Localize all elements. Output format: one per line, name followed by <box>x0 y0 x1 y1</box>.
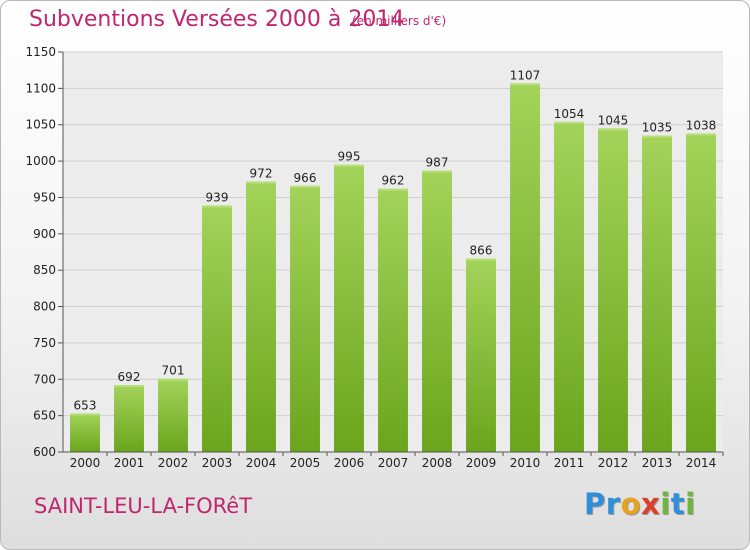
x-tick-label: 2005 <box>290 456 321 470</box>
y-tick-label: 900 <box>33 227 56 241</box>
bar-2003 <box>202 205 232 452</box>
place-name: SAINT-LEU-LA-FORêT <box>34 494 253 518</box>
y-axis: 600 650 700 750 800 850 900 950 1000 1050 1100 1150 <box>25 45 64 459</box>
logo-letter: t <box>670 487 686 521</box>
bar-2010 <box>510 83 540 452</box>
y-tick-label: 1150 <box>25 45 56 59</box>
x-tick-label: 2010 <box>510 456 541 470</box>
bar-2004 <box>246 181 276 453</box>
bar-2001 <box>114 385 144 452</box>
proxiti-logo[interactable]: Proxiti <box>584 487 696 521</box>
logo-letter: r <box>605 487 621 521</box>
x-tick-label: 2006 <box>334 456 365 470</box>
bar-value-label: 692 <box>118 370 141 384</box>
bar-2012 <box>598 128 628 452</box>
bar-value-label: 866 <box>470 244 493 258</box>
y-tick-label: 750 <box>33 336 56 350</box>
bar-highlight <box>334 164 364 167</box>
bar-value-label: 1035 <box>642 121 673 135</box>
bar-highlight <box>290 185 320 188</box>
logo-letter: i <box>660 487 671 521</box>
bar-value-label: 962 <box>382 174 405 188</box>
x-tick-label: 2008 <box>422 456 453 470</box>
x-tick-label: 2012 <box>598 456 629 470</box>
bar-highlight <box>422 170 452 173</box>
bar-highlight <box>642 135 672 138</box>
bar-2005 <box>290 185 320 452</box>
y-tick-label: 950 <box>33 190 56 204</box>
bar-highlight <box>598 128 628 131</box>
bar-value-label: 1054 <box>554 107 585 121</box>
bar-highlight <box>70 413 100 416</box>
logo-letter: o <box>620 487 642 521</box>
bar-2006 <box>334 164 364 452</box>
bar-2011 <box>554 121 584 453</box>
bar-value-label: 1038 <box>686 118 717 132</box>
bar-2000 <box>70 413 100 452</box>
bar-value-label: 987 <box>426 156 449 170</box>
bar-value-label: 653 <box>74 398 97 412</box>
y-tick-label: 1050 <box>25 118 56 132</box>
logo-letter: x <box>641 487 661 521</box>
x-tick-label: 2013 <box>642 456 673 470</box>
bar-value-label: 966 <box>294 171 317 185</box>
x-tick-label: 2003 <box>202 456 233 470</box>
x-tick-label: 2002 <box>158 456 189 470</box>
bar-value-label: 972 <box>250 166 273 180</box>
bar-highlight <box>510 83 540 86</box>
bar-2013 <box>642 135 672 453</box>
bar-highlight <box>378 188 408 191</box>
bar-value-label: 1045 <box>598 113 629 127</box>
x-tick-label: 2009 <box>466 456 497 470</box>
chart-title: Subventions Versées 2000 à 2014 <box>29 7 405 32</box>
bar-highlight <box>554 121 584 124</box>
y-tick-label: 1100 <box>25 81 56 95</box>
bar-value-label: 939 <box>206 190 229 204</box>
bar-value-label: 701 <box>162 364 185 378</box>
bar-2009 <box>466 258 496 452</box>
bar-2008 <box>422 170 452 452</box>
logo-letter: P <box>584 487 606 521</box>
bar-highlight <box>158 378 188 381</box>
x-tick-label: 2014 <box>686 456 717 470</box>
bar-2007 <box>378 188 408 452</box>
bar-2002 <box>158 378 188 452</box>
x-tick-label: 2000 <box>70 456 101 470</box>
x-tick-label: 2004 <box>246 456 277 470</box>
x-tick-label: 2001 <box>114 456 145 470</box>
y-tick-label: 700 <box>33 372 56 386</box>
logo-letter: i <box>685 487 696 521</box>
bar-highlight <box>202 205 232 208</box>
x-tick-label: 2011 <box>554 456 585 470</box>
y-tick-label: 650 <box>33 409 56 423</box>
bar-2014 <box>686 133 716 453</box>
y-tick-label: 800 <box>33 300 56 314</box>
x-tick-label: 2007 <box>378 456 409 470</box>
y-tick-label: 850 <box>33 263 56 277</box>
bar-highlight <box>466 258 496 261</box>
bar-highlight <box>114 385 144 388</box>
bar-highlight <box>686 133 716 136</box>
bars: 653 692 701 939 972 966 995 962 987 866 1107 1054 10… <box>70 68 717 453</box>
bar-highlight <box>246 181 276 184</box>
bar-value-label: 995 <box>338 150 361 164</box>
y-tick-label: 600 <box>33 445 56 459</box>
x-axis: 2000 2001 2002 2003 2004 2005 2006 2007 2008 2009… <box>63 451 724 470</box>
bar-value-label: 1107 <box>510 68 541 82</box>
y-tick-label: 1000 <box>25 154 56 168</box>
unit-note: (en milliers d'€) <box>352 14 447 28</box>
